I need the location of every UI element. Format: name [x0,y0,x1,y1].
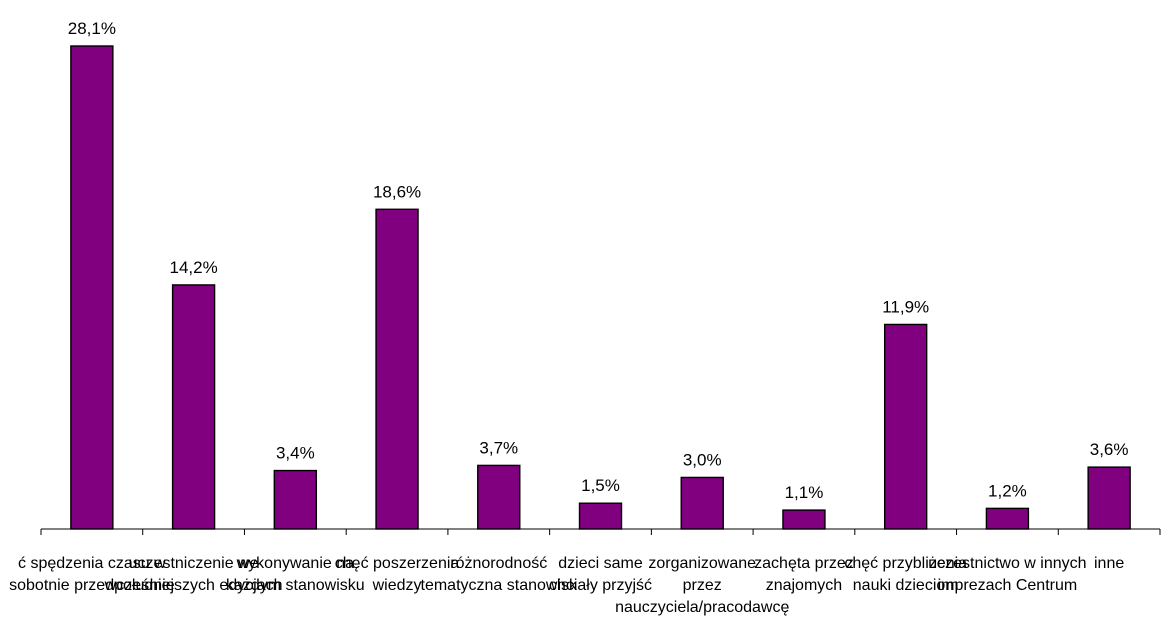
data-label: 3,6% [1090,440,1129,459]
bar [985,507,1030,530]
data-label: 3,7% [479,438,518,457]
category-label-line: różnorodność [450,555,547,572]
x-axis-ticks [40,529,1161,535]
category-label: zorganizowane przez nauczyciela/pracodawcę [615,555,789,616]
data-label: 3,0% [683,450,722,469]
category-label: uczestniczenie we wcześniejszych edycjach [104,555,283,594]
bar [782,509,826,530]
category-label-line: każdym stanowisku [226,577,365,594]
bar [171,284,216,530]
data-label: 11,9% [882,297,929,316]
category-label-line: chęć przybliżenia [844,555,967,572]
category-label: inne [1094,555,1124,572]
category-label-line: tematyczna stanowisk [421,577,579,594]
category-labels: ć spędzenia czasu w sobotnie przedpołudni… [9,555,1124,616]
bars [70,45,1131,530]
category-label: chęć poszerzenia wiedzy [335,555,460,594]
category-label-line: przez [683,577,722,594]
category-label: różnorodność tematyczna stanowisk [421,555,579,594]
category-label-line: uczestniczenie we [129,555,259,572]
bar [273,469,318,530]
category-label-line: wcześniejszych edycjach [104,577,283,594]
category-label-line: dzieci same [558,555,643,572]
category-label-line: wykonywanie na [236,555,355,572]
bar [578,502,623,530]
bar [477,464,521,530]
category-label-line: sobotnie przedpołudnie [9,577,175,594]
category-label: wykonywanie na każdym stanowisku [226,555,365,594]
category-label-line: imprezach Centrum [938,577,1078,594]
bar [883,323,928,530]
bar [375,208,419,530]
category-label: uczestnictwo w innych imprezach Centrum [928,555,1086,594]
data-label: 1,1% [785,483,824,502]
category-label-line: zachęta przez [754,555,854,572]
category-label-line: inne [1094,555,1124,572]
data-label: 1,2% [988,481,1027,500]
category-label-line: zorganizowane [648,555,756,572]
category-label-line: nauki dzieciom [853,577,959,594]
data-label: 28,1% [68,19,116,38]
bar [680,476,724,530]
data-label: 18,6% [373,182,421,201]
bar [1087,466,1131,530]
category-label: dzieci same chciały przyjść [549,555,652,594]
category-label-line: ć spędzenia czasu w [18,555,166,572]
bar [70,45,114,530]
category-label: chęć przybliżenia nauki dzieciom [844,555,967,594]
category-label-line: wiedzy [372,577,422,594]
category-label-line: nauczyciela/pracodawcę [615,599,789,616]
data-label: 1,5% [581,476,620,495]
category-label-line: uczestnictwo w innych [928,555,1086,572]
category-label-line: chciały przyjść [549,577,652,594]
category-label: ć spędzenia czasu w sobotnie przedpołudni… [9,555,175,594]
data-labels: 28,1% 14,2% 3,4% 18,6% 3,7% 1,5% 3,0% 1,1% 11,9%… [68,19,1129,502]
category-label-line: znajomych [766,577,842,594]
category-label: zachęta przez znajomych [754,555,854,594]
category-label-line: chęć poszerzenia [335,555,460,572]
data-label: 3,4% [276,444,315,463]
data-label: 14,2% [169,258,217,277]
